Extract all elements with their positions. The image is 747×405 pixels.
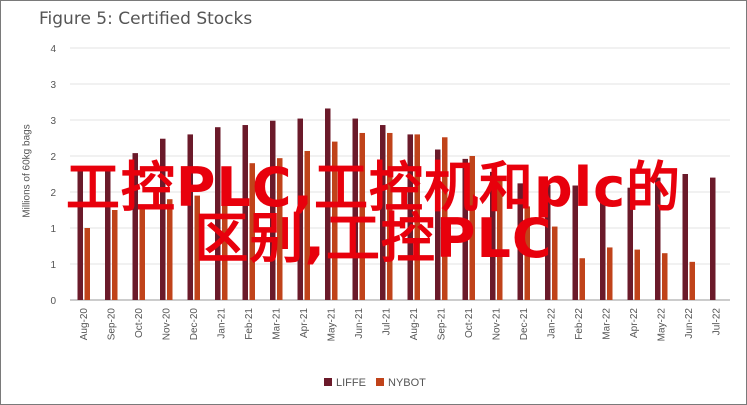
legend-label-nybot: NYBOT — [388, 377, 426, 389]
bar-nybot-jan-21 — [222, 175, 228, 300]
x-tick-label: Apr-22 — [629, 308, 640, 338]
bar-liffe-may-22 — [655, 177, 661, 300]
y-tick-label: 3 — [50, 80, 56, 91]
bar-nybot-dec-20 — [194, 195, 200, 300]
bar-nybot-feb-22 — [579, 258, 585, 300]
bar-liffe-aug-20 — [77, 166, 83, 300]
bar-liffe-jul-21 — [380, 125, 386, 300]
bar-liffe-jan-22 — [545, 184, 551, 300]
bar-nybot-jan-22 — [552, 226, 558, 300]
x-tick-label: Apr-21 — [299, 308, 310, 338]
bar-liffe-jul-22 — [710, 177, 716, 300]
x-tick-label: Aug-20 — [79, 308, 90, 341]
chart-title: Figure 5: Certified Stocks — [39, 9, 253, 29]
bar-nybot-may-21 — [332, 141, 338, 300]
bar-nybot-oct-21 — [469, 156, 475, 300]
x-tick-label: Oct-21 — [464, 308, 475, 338]
x-tick-label: Feb-22 — [574, 308, 585, 340]
x-tick-label: Dec-21 — [519, 308, 530, 341]
x-tick-label: Jun-21 — [354, 308, 365, 339]
bar-nybot-oct-20 — [139, 206, 145, 300]
y-tick-label: 1 — [50, 224, 56, 235]
bar-liffe-aug-21 — [407, 134, 413, 300]
bar-nybot-jul-21 — [387, 132, 393, 300]
bar-liffe-sep-20 — [105, 166, 111, 300]
x-tick-label: Mar-22 — [601, 308, 612, 340]
y-tick-label: 3 — [50, 116, 56, 127]
bar-nybot-nov-20 — [167, 199, 173, 300]
legend-swatch-liffe — [324, 378, 332, 386]
x-tick-label: Jan-22 — [546, 308, 557, 339]
bar-liffe-oct-21 — [462, 158, 468, 300]
x-tick-label: Oct-20 — [134, 308, 145, 338]
legend-swatch-nybot — [376, 378, 384, 386]
x-tick-label: May-22 — [656, 308, 667, 342]
bar-liffe-dec-20 — [187, 134, 193, 300]
bar-liffe-mar-21 — [270, 120, 276, 300]
bar-nybot-apr-21 — [304, 150, 310, 300]
x-tick-label: Sep-21 — [436, 308, 447, 341]
bar-liffe-jun-21 — [352, 118, 358, 300]
bar-liffe-may-21 — [325, 108, 331, 300]
x-tick-label: Nov-20 — [161, 308, 172, 341]
x-tick-label: Sep-20 — [106, 308, 117, 341]
bar-nybot-nov-21 — [497, 177, 503, 300]
bar-liffe-feb-22 — [572, 185, 578, 300]
bar-liffe-sep-21 — [435, 149, 441, 300]
bar-liffe-nov-21 — [490, 171, 496, 300]
bar-liffe-dec-21 — [517, 183, 523, 300]
bar-liffe-mar-22 — [600, 183, 606, 300]
bar-nybot-mar-22 — [607, 247, 613, 300]
bar-nybot-jun-21 — [359, 132, 365, 300]
y-tick-label: 2 — [50, 188, 56, 199]
bar-nybot-dec-21 — [524, 206, 530, 300]
bar-liffe-oct-20 — [132, 153, 138, 300]
bar-liffe-apr-22 — [627, 187, 633, 300]
x-tick-label: Feb-21 — [244, 308, 255, 340]
bar-nybot-may-22 — [662, 253, 668, 300]
bar-liffe-jun-22 — [682, 174, 688, 300]
overlay-text-line1: 工控PLC,工控机和plc的 — [65, 156, 682, 219]
legend-label-liffe: LIFFE — [336, 377, 366, 389]
bar-nybot-mar-21 — [277, 158, 283, 300]
x-tick-label: Jan-21 — [216, 308, 227, 339]
bar-nybot-sep-20 — [112, 210, 118, 300]
y-tick-label: 2 — [50, 152, 56, 163]
bar-nybot-apr-22 — [634, 249, 640, 300]
x-tick-label: Jul-22 — [711, 308, 722, 336]
bar-nybot-sep-21 — [442, 137, 448, 300]
y-tick-label: 0 — [50, 296, 56, 307]
bar-nybot-feb-21 — [249, 163, 255, 300]
x-tick-label: May-21 — [326, 308, 337, 342]
x-tick-label: Aug-21 — [409, 308, 420, 341]
x-tick-label: Mar-21 — [271, 308, 282, 340]
x-tick-label: Jun-22 — [684, 308, 695, 339]
y-tick-label: 4 — [50, 44, 56, 55]
y-tick-label: 1 — [50, 260, 56, 271]
bar-liffe-apr-21 — [297, 118, 303, 300]
overlay-text-line2: 区别,工控PLC — [194, 207, 553, 270]
bar-liffe-feb-21 — [242, 125, 248, 300]
bar-nybot-aug-20 — [84, 228, 90, 300]
x-tick-label: Jul-21 — [381, 308, 392, 336]
x-tick-label: Dec-20 — [189, 308, 200, 341]
bar-liffe-jan-21 — [215, 127, 221, 300]
x-tick-label: Nov-21 — [491, 308, 502, 341]
bar-nybot-jun-22 — [689, 261, 695, 300]
bar-nybot-aug-21 — [414, 134, 420, 300]
bar-liffe-nov-20 — [160, 138, 166, 300]
